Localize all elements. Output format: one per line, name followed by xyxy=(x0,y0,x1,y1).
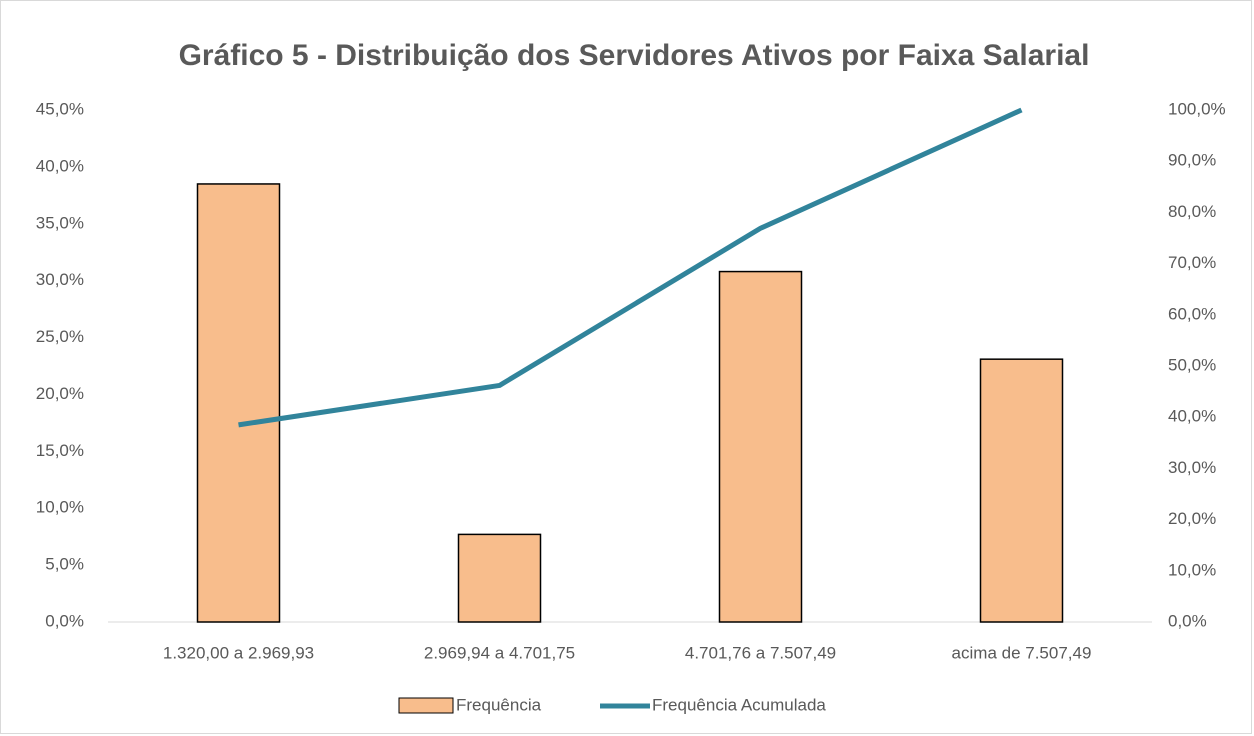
chart-title: Gráfico 5 - Distribuição dos Servidores … xyxy=(179,39,1090,72)
y-tick-label: 5,0% xyxy=(45,555,84,574)
y2-tick-label: 90,0% xyxy=(1168,151,1216,170)
y-tick-label: 15,0% xyxy=(36,441,84,460)
y-tick-label: 45,0% xyxy=(36,99,84,118)
y2-tick-label: 80,0% xyxy=(1168,202,1216,221)
x-tick-label: 4.701,76 a 7.507,49 xyxy=(685,643,836,662)
y-tick-label: 30,0% xyxy=(36,270,84,289)
y2-tick-label: 70,0% xyxy=(1168,253,1216,272)
bar xyxy=(196,183,281,623)
y2-tick-label: 40,0% xyxy=(1168,407,1216,426)
y2-tick-label: 30,0% xyxy=(1168,458,1216,477)
y2-tick-label: 50,0% xyxy=(1168,355,1216,374)
bar xyxy=(718,270,803,623)
y-tick-label: 25,0% xyxy=(36,327,84,346)
y-tick-label: 0,0% xyxy=(45,611,84,630)
y2-tick-label: 20,0% xyxy=(1168,509,1216,528)
y2-tick-label: 100,0% xyxy=(1168,99,1226,118)
x-tick-label: 1.320,00 a 2.969,93 xyxy=(163,643,314,662)
y-tick-label: 10,0% xyxy=(36,498,84,517)
x-tick-label: 2.969,94 a 4.701,75 xyxy=(424,643,575,662)
y2-tick-label: 0,0% xyxy=(1168,611,1207,630)
y-tick-label: 40,0% xyxy=(36,156,84,175)
y-tick-label: 20,0% xyxy=(36,384,84,403)
y-tick-label: 35,0% xyxy=(36,213,84,232)
line xyxy=(238,107,1023,428)
legend-swatch xyxy=(398,697,454,714)
x-tick-label: acima de 7.507,49 xyxy=(952,643,1092,662)
legend-label: Frequência Acumulada xyxy=(652,695,826,714)
y2-tick-label: 60,0% xyxy=(1168,304,1216,323)
bar xyxy=(457,533,542,623)
y2-tick-label: 10,0% xyxy=(1168,560,1216,579)
legend-label: Frequência xyxy=(456,695,542,714)
bar xyxy=(979,358,1064,623)
